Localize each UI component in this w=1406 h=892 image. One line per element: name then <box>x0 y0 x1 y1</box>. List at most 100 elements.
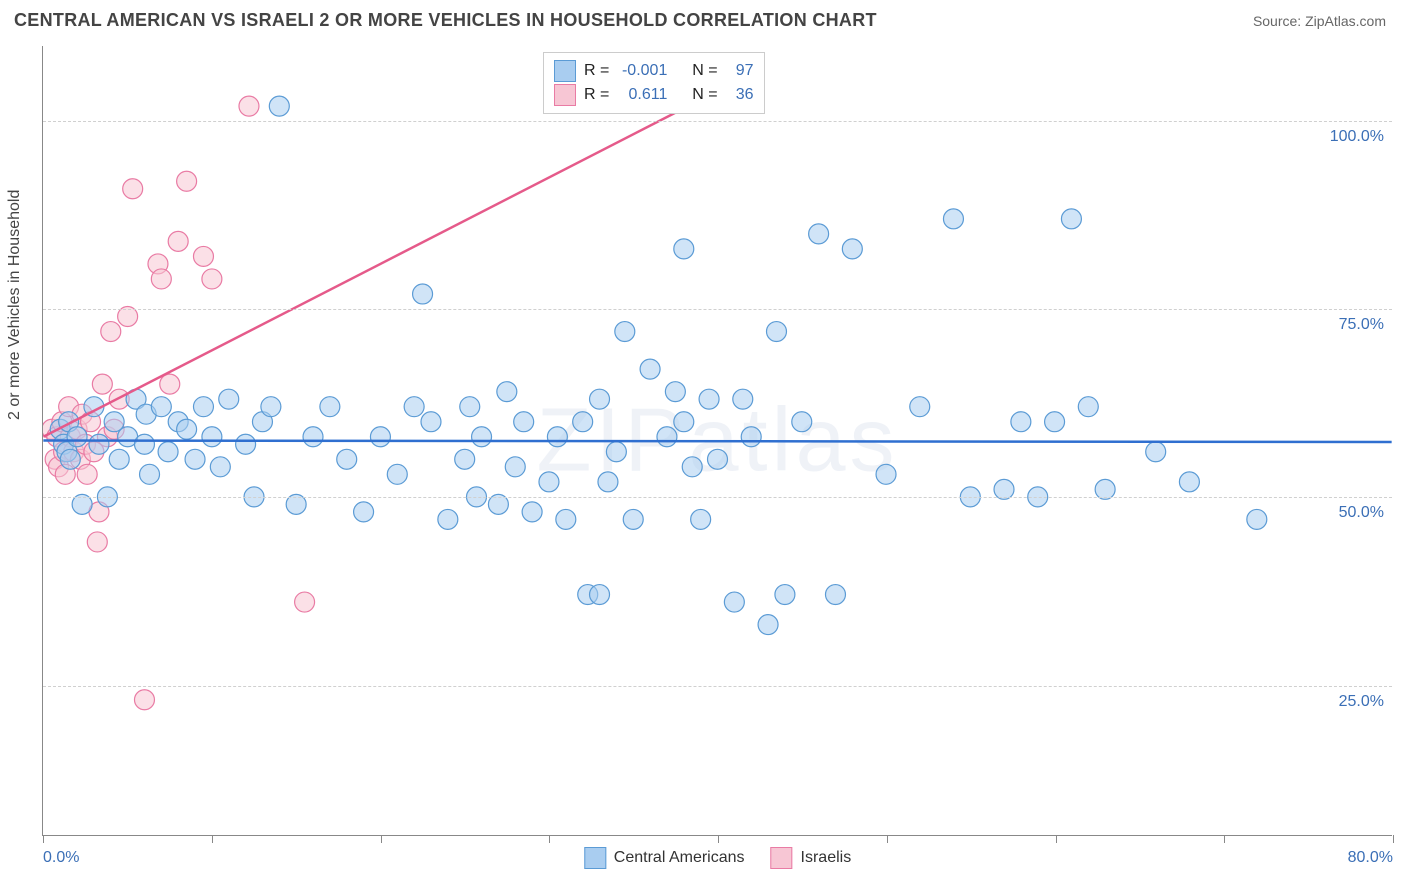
data-point-central-americans <box>623 509 643 529</box>
y-tick-label: 100.0% <box>1330 128 1384 146</box>
data-point-central-americans <box>370 427 390 447</box>
gridline <box>43 121 1392 122</box>
data-point-central-americans <box>158 442 178 462</box>
r-value: -0.001 <box>617 59 667 83</box>
data-point-central-americans <box>387 464 407 484</box>
data-point-central-americans <box>252 412 272 432</box>
r-label: R = <box>584 59 609 83</box>
data-point-israelis <box>59 397 79 417</box>
legend-swatch <box>584 847 606 869</box>
data-point-central-americans <box>767 322 787 342</box>
data-point-central-americans <box>472 427 492 447</box>
data-point-central-americans <box>50 419 70 439</box>
series-legend: Central AmericansIsraelis <box>584 847 851 869</box>
data-point-central-americans <box>615 322 635 342</box>
data-point-central-americans <box>54 434 74 454</box>
data-point-central-americans <box>118 427 138 447</box>
x-tick <box>887 835 888 843</box>
data-point-central-americans <box>1045 412 1065 432</box>
data-point-central-americans <box>60 449 80 469</box>
data-point-israelis <box>109 389 129 409</box>
data-point-central-americans <box>177 419 197 439</box>
data-point-central-americans <box>1095 479 1115 499</box>
legend-stat-row: R =-0.001 N =97 <box>554 59 754 83</box>
data-point-central-americans <box>134 434 154 454</box>
data-point-central-americans <box>994 479 1014 499</box>
data-point-central-americans <box>136 404 156 424</box>
data-point-central-americans <box>682 457 702 477</box>
r-value: 0.611 <box>617 83 667 107</box>
data-point-central-americans <box>1011 412 1031 432</box>
data-point-central-americans <box>578 585 598 605</box>
data-point-israelis <box>77 464 97 484</box>
data-point-central-americans <box>876 464 896 484</box>
n-value: 97 <box>726 59 754 83</box>
data-point-israelis <box>70 449 90 469</box>
data-point-israelis <box>160 374 180 394</box>
data-point-central-americans <box>547 427 567 447</box>
correlation-legend: R =-0.001 N =97R =0.611 N =36 <box>543 52 765 114</box>
data-point-central-americans <box>809 224 829 244</box>
legend-swatch <box>554 60 576 82</box>
y-tick-label: 50.0% <box>1339 504 1384 522</box>
data-point-central-americans <box>193 397 213 417</box>
source-label: Source: <box>1253 13 1301 29</box>
data-point-israelis <box>101 322 121 342</box>
data-point-israelis <box>123 179 143 199</box>
data-point-central-americans <box>514 412 534 432</box>
x-tick <box>549 835 550 843</box>
data-point-central-americans <box>699 389 719 409</box>
data-point-central-americans <box>455 449 475 469</box>
data-point-israelis <box>60 427 80 447</box>
data-point-israelis <box>76 434 96 454</box>
data-point-central-americans <box>460 397 480 417</box>
data-point-israelis <box>84 442 104 462</box>
data-point-central-americans <box>84 397 104 417</box>
data-point-central-americans <box>59 412 79 432</box>
data-point-israelis <box>177 171 197 191</box>
data-point-israelis <box>148 254 168 274</box>
gridline <box>43 497 1392 498</box>
data-point-central-americans <box>89 434 109 454</box>
n-label: N = <box>692 83 717 107</box>
data-point-central-americans <box>943 209 963 229</box>
y-tick-label: 25.0% <box>1339 693 1384 711</box>
data-point-israelis <box>45 449 65 469</box>
x-axis-max-label: 80.0% <box>1348 849 1393 867</box>
data-point-central-americans <box>337 449 357 469</box>
r-label: R = <box>584 83 609 107</box>
data-point-central-americans <box>320 397 340 417</box>
data-point-israelis <box>89 502 109 522</box>
data-point-central-americans <box>67 427 87 447</box>
data-point-israelis <box>49 457 69 477</box>
data-point-central-americans <box>640 359 660 379</box>
data-point-central-americans <box>140 464 160 484</box>
data-point-central-americans <box>438 509 458 529</box>
x-tick <box>1056 835 1057 843</box>
data-point-central-americans <box>657 427 677 447</box>
x-tick <box>1393 835 1394 843</box>
data-point-israelis <box>92 374 112 394</box>
watermark: ZIPatlas <box>536 389 898 492</box>
data-point-central-americans <box>741 427 761 447</box>
data-point-central-americans <box>151 397 171 417</box>
data-point-central-americans <box>910 397 930 417</box>
data-point-israelis <box>295 592 315 612</box>
data-point-israelis <box>54 442 74 462</box>
y-axis-label: 2 or more Vehicles in Household <box>6 190 24 420</box>
data-point-central-americans <box>573 412 593 432</box>
x-tick <box>718 835 719 843</box>
data-point-central-americans <box>404 397 424 417</box>
data-point-central-americans <box>758 615 778 635</box>
trendline-israelis <box>43 91 717 437</box>
data-point-central-americans <box>185 449 205 469</box>
x-tick <box>43 835 44 843</box>
data-point-central-americans <box>1061 209 1081 229</box>
data-point-israelis <box>239 96 259 116</box>
data-point-central-americans <box>497 382 517 402</box>
data-point-israelis <box>97 427 117 447</box>
data-point-israelis <box>151 269 171 289</box>
data-point-israelis <box>55 464 75 484</box>
x-tick <box>1224 835 1225 843</box>
data-point-central-americans <box>724 592 744 612</box>
